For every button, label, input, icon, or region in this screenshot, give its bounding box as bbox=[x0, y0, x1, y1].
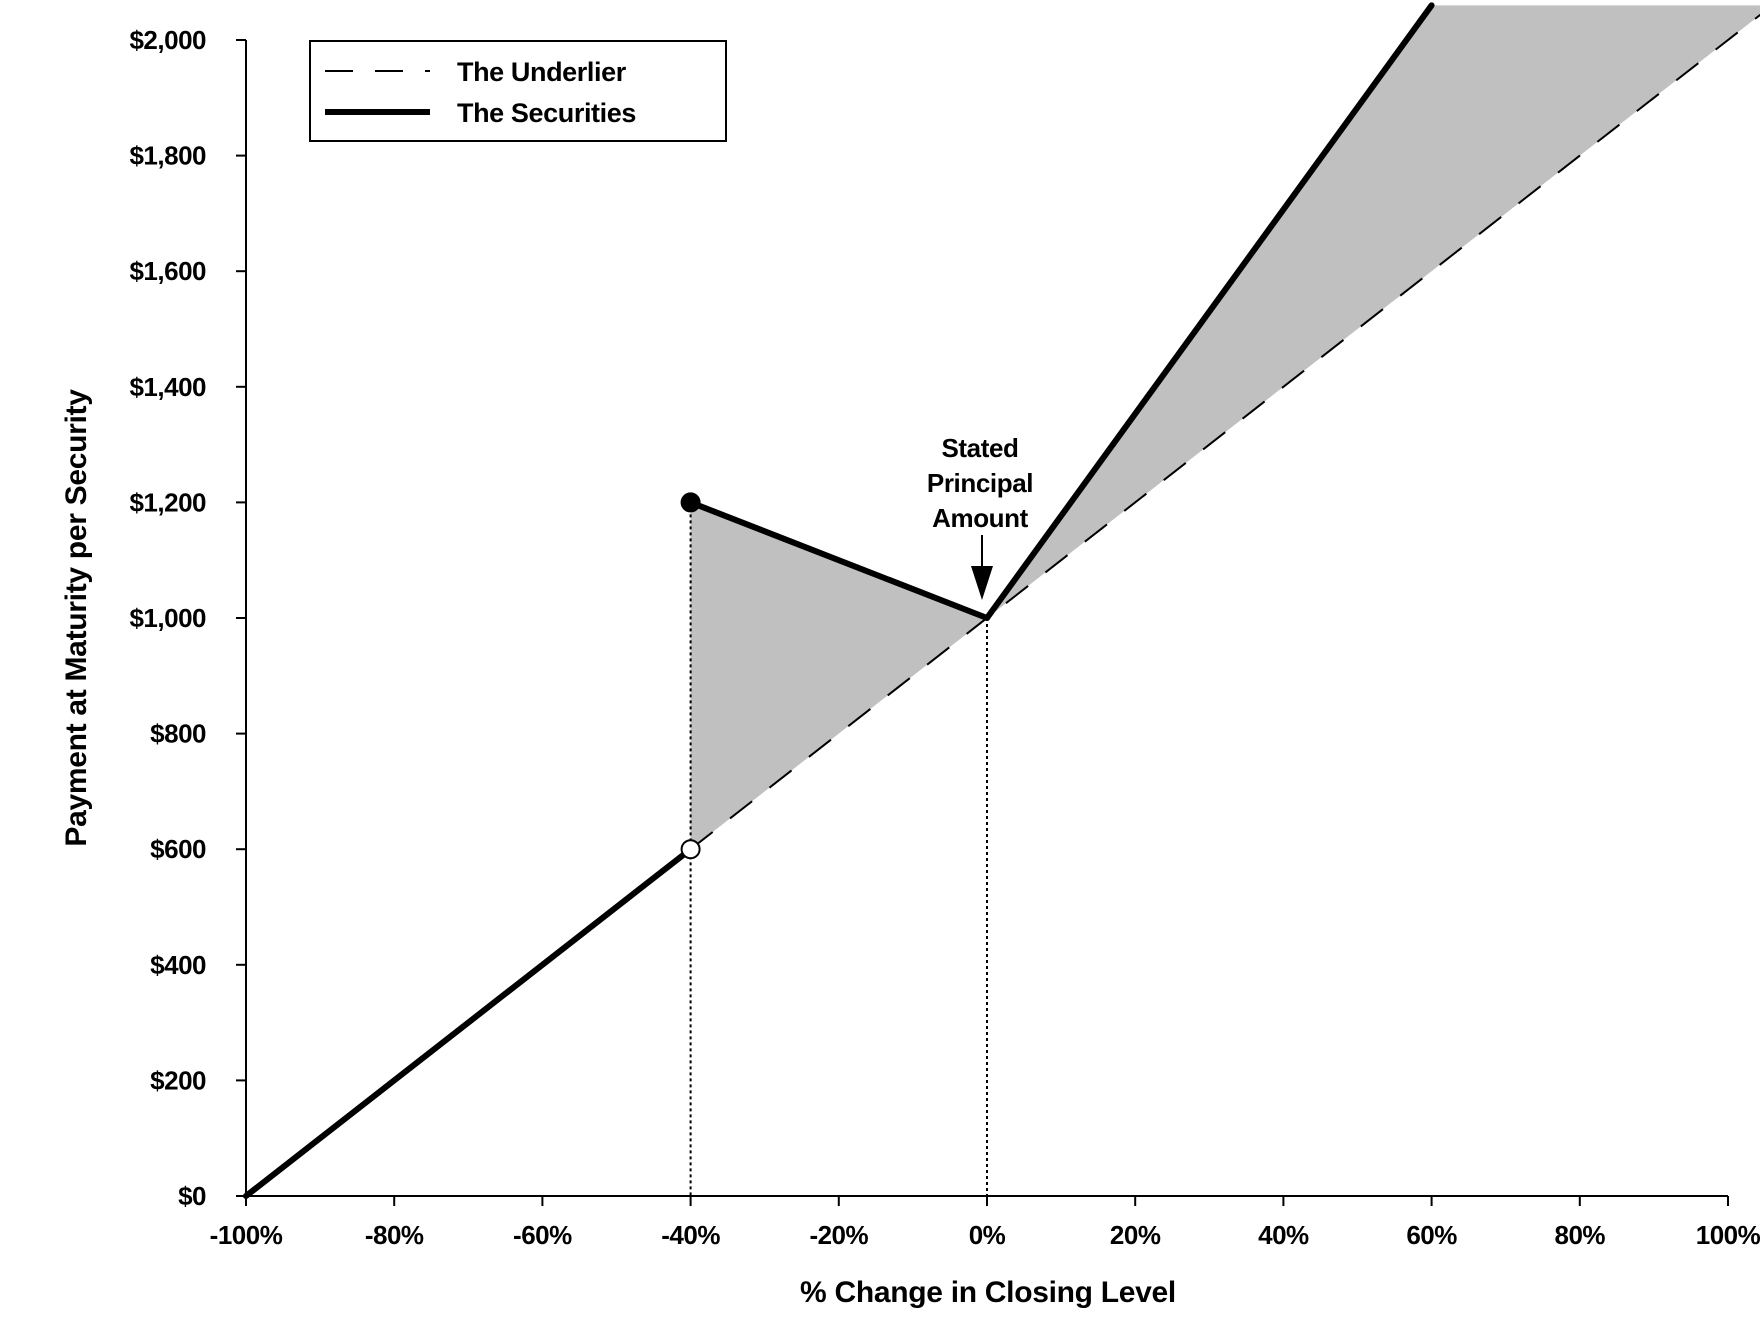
securities-segment-1 bbox=[243, 846, 694, 1199]
legend-label-securities: The Securities bbox=[457, 98, 636, 128]
legend-box bbox=[309, 40, 727, 142]
annotation-line-3: Amount bbox=[932, 503, 1029, 533]
ticks: -100% -80% -60% -40% -20% 0% 20% 40% 60% 80% 100% $… bbox=[129, 25, 1760, 1250]
x-tick-label: 100% bbox=[1696, 1220, 1760, 1250]
x-tick-label: -80% bbox=[365, 1220, 424, 1250]
y-tick-label: $800 bbox=[150, 719, 206, 749]
filled-marker bbox=[680, 492, 701, 513]
annotation-line-1: Stated bbox=[941, 433, 1018, 463]
x-tick-label: -20% bbox=[809, 1220, 868, 1250]
y-tick-label: $1,400 bbox=[129, 372, 206, 402]
shaded-region-downside bbox=[690, 502, 987, 850]
y-tick-label: $1,600 bbox=[129, 256, 206, 286]
open-marker bbox=[680, 839, 701, 860]
y-tick-label: $600 bbox=[150, 834, 206, 864]
y-tick-label: $2,000 bbox=[129, 25, 206, 55]
x-tick-label: -40% bbox=[661, 1220, 720, 1250]
annotation-stated-principal: Stated Principal Amount bbox=[927, 433, 1034, 600]
annotation-arrow-head-icon bbox=[971, 566, 993, 600]
y-tick-label: $1,200 bbox=[129, 487, 206, 517]
y-tick-label: $0 bbox=[178, 1181, 206, 1211]
legend: The Underlier The Securities bbox=[309, 40, 727, 142]
y-tick-label: $1,000 bbox=[129, 603, 206, 633]
x-tick-label: 80% bbox=[1555, 1220, 1606, 1250]
securities-segment-2 bbox=[687, 499, 990, 621]
x-tick-label: -100% bbox=[210, 1220, 283, 1250]
y-tick-label: $400 bbox=[150, 950, 206, 980]
securities-segment-3 bbox=[984, 2, 1435, 621]
legend-label-underlier: The Underlier bbox=[457, 57, 627, 87]
y-tick-label: $200 bbox=[150, 1065, 206, 1095]
shaded-region-upside bbox=[987, 5, 1760, 618]
shaded-regions bbox=[690, 5, 1760, 850]
x-axis-title: % Change in Closing Level bbox=[800, 1276, 1176, 1309]
y-axis-title: Payment at Maturity per Security bbox=[60, 389, 93, 847]
annotation-line-2: Principal bbox=[927, 468, 1033, 498]
x-tick-label: -60% bbox=[513, 1220, 572, 1250]
reference-lines bbox=[689, 502, 988, 1196]
x-tick-label: 20% bbox=[1110, 1220, 1161, 1250]
markers bbox=[680, 492, 701, 860]
x-tick-label: 60% bbox=[1406, 1220, 1457, 1250]
series-lines bbox=[243, 2, 1760, 1199]
x-tick-label: 40% bbox=[1258, 1220, 1309, 1250]
x-tick-label: 0% bbox=[969, 1220, 1006, 1250]
y-tick-label: $1,800 bbox=[129, 141, 206, 171]
